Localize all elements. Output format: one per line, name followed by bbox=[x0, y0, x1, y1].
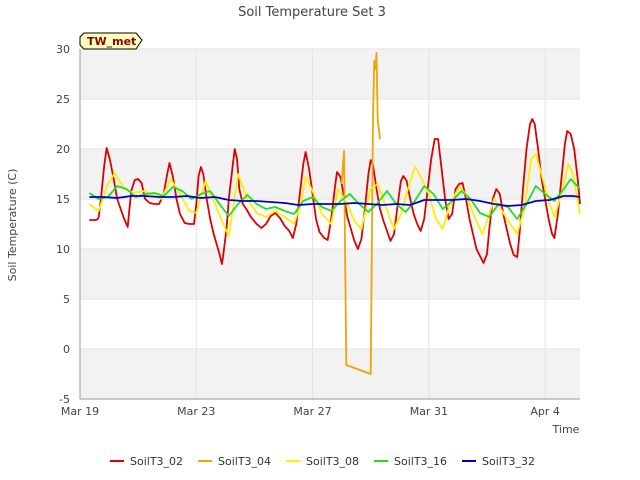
station-badge-label: TW_met bbox=[87, 35, 136, 48]
station-badge: TW_met bbox=[79, 32, 143, 50]
y-tick-label: 20 bbox=[56, 143, 70, 156]
y-tick-label: 15 bbox=[56, 193, 70, 206]
x-tick-label: Apr 4 bbox=[530, 405, 560, 418]
plot-band bbox=[80, 299, 580, 349]
legend-label-soilt3_16: SoilT3_16 bbox=[394, 455, 447, 468]
legend-label-soilt3_08: SoilT3_08 bbox=[306, 455, 359, 468]
x-axis-label: Time bbox=[552, 423, 580, 436]
plot-band bbox=[80, 149, 580, 199]
x-tick-labels: Mar 19 Mar 23 Mar 27 Mar 31 Apr 4 bbox=[61, 405, 560, 418]
x-tick-label: Mar 23 bbox=[177, 405, 215, 418]
plot-band bbox=[80, 349, 580, 399]
plot-band bbox=[80, 99, 580, 149]
plot-band bbox=[80, 49, 580, 99]
y-tick-label: 25 bbox=[56, 93, 70, 106]
legend-label-soilt3_02: SoilT3_02 bbox=[130, 455, 183, 468]
legend: SoilT3_02 SoilT3_04 SoilT3_08 SoilT3_16 Soil… bbox=[110, 455, 535, 468]
y-tick-label: 0 bbox=[63, 343, 70, 356]
series-lines bbox=[88, 52, 581, 375]
chart-title: Soil Temperature Set 3 bbox=[238, 5, 386, 20]
legend-label-soilt3_32: SoilT3_32 bbox=[482, 455, 535, 468]
y-axis-label: Soil Temperature (C) bbox=[6, 169, 19, 282]
axes bbox=[79, 49, 580, 400]
x-tick-label: Mar 19 bbox=[61, 405, 99, 418]
x-tick-label: Mar 27 bbox=[293, 405, 331, 418]
series-line-soilt3_02 bbox=[89, 118, 581, 265]
plot-band bbox=[80, 249, 580, 299]
station-badge-box bbox=[79, 32, 143, 50]
x-tick-label: Mar 31 bbox=[410, 405, 448, 418]
y-tick-label: 10 bbox=[56, 243, 70, 256]
y-tick-label: 5 bbox=[63, 293, 70, 306]
legend-label-soilt3_04: SoilT3_04 bbox=[218, 455, 271, 468]
y-tick-labels: -5 0 5 10 15 20 25 30 bbox=[56, 43, 70, 406]
y-tick-label: 30 bbox=[56, 43, 70, 56]
series-line-soilt3_04 bbox=[340, 52, 381, 375]
series-line-soilt3_32 bbox=[89, 195, 581, 207]
series-line-soilt3_08 bbox=[88, 153, 581, 237]
y-tick-label: -5 bbox=[59, 393, 70, 406]
